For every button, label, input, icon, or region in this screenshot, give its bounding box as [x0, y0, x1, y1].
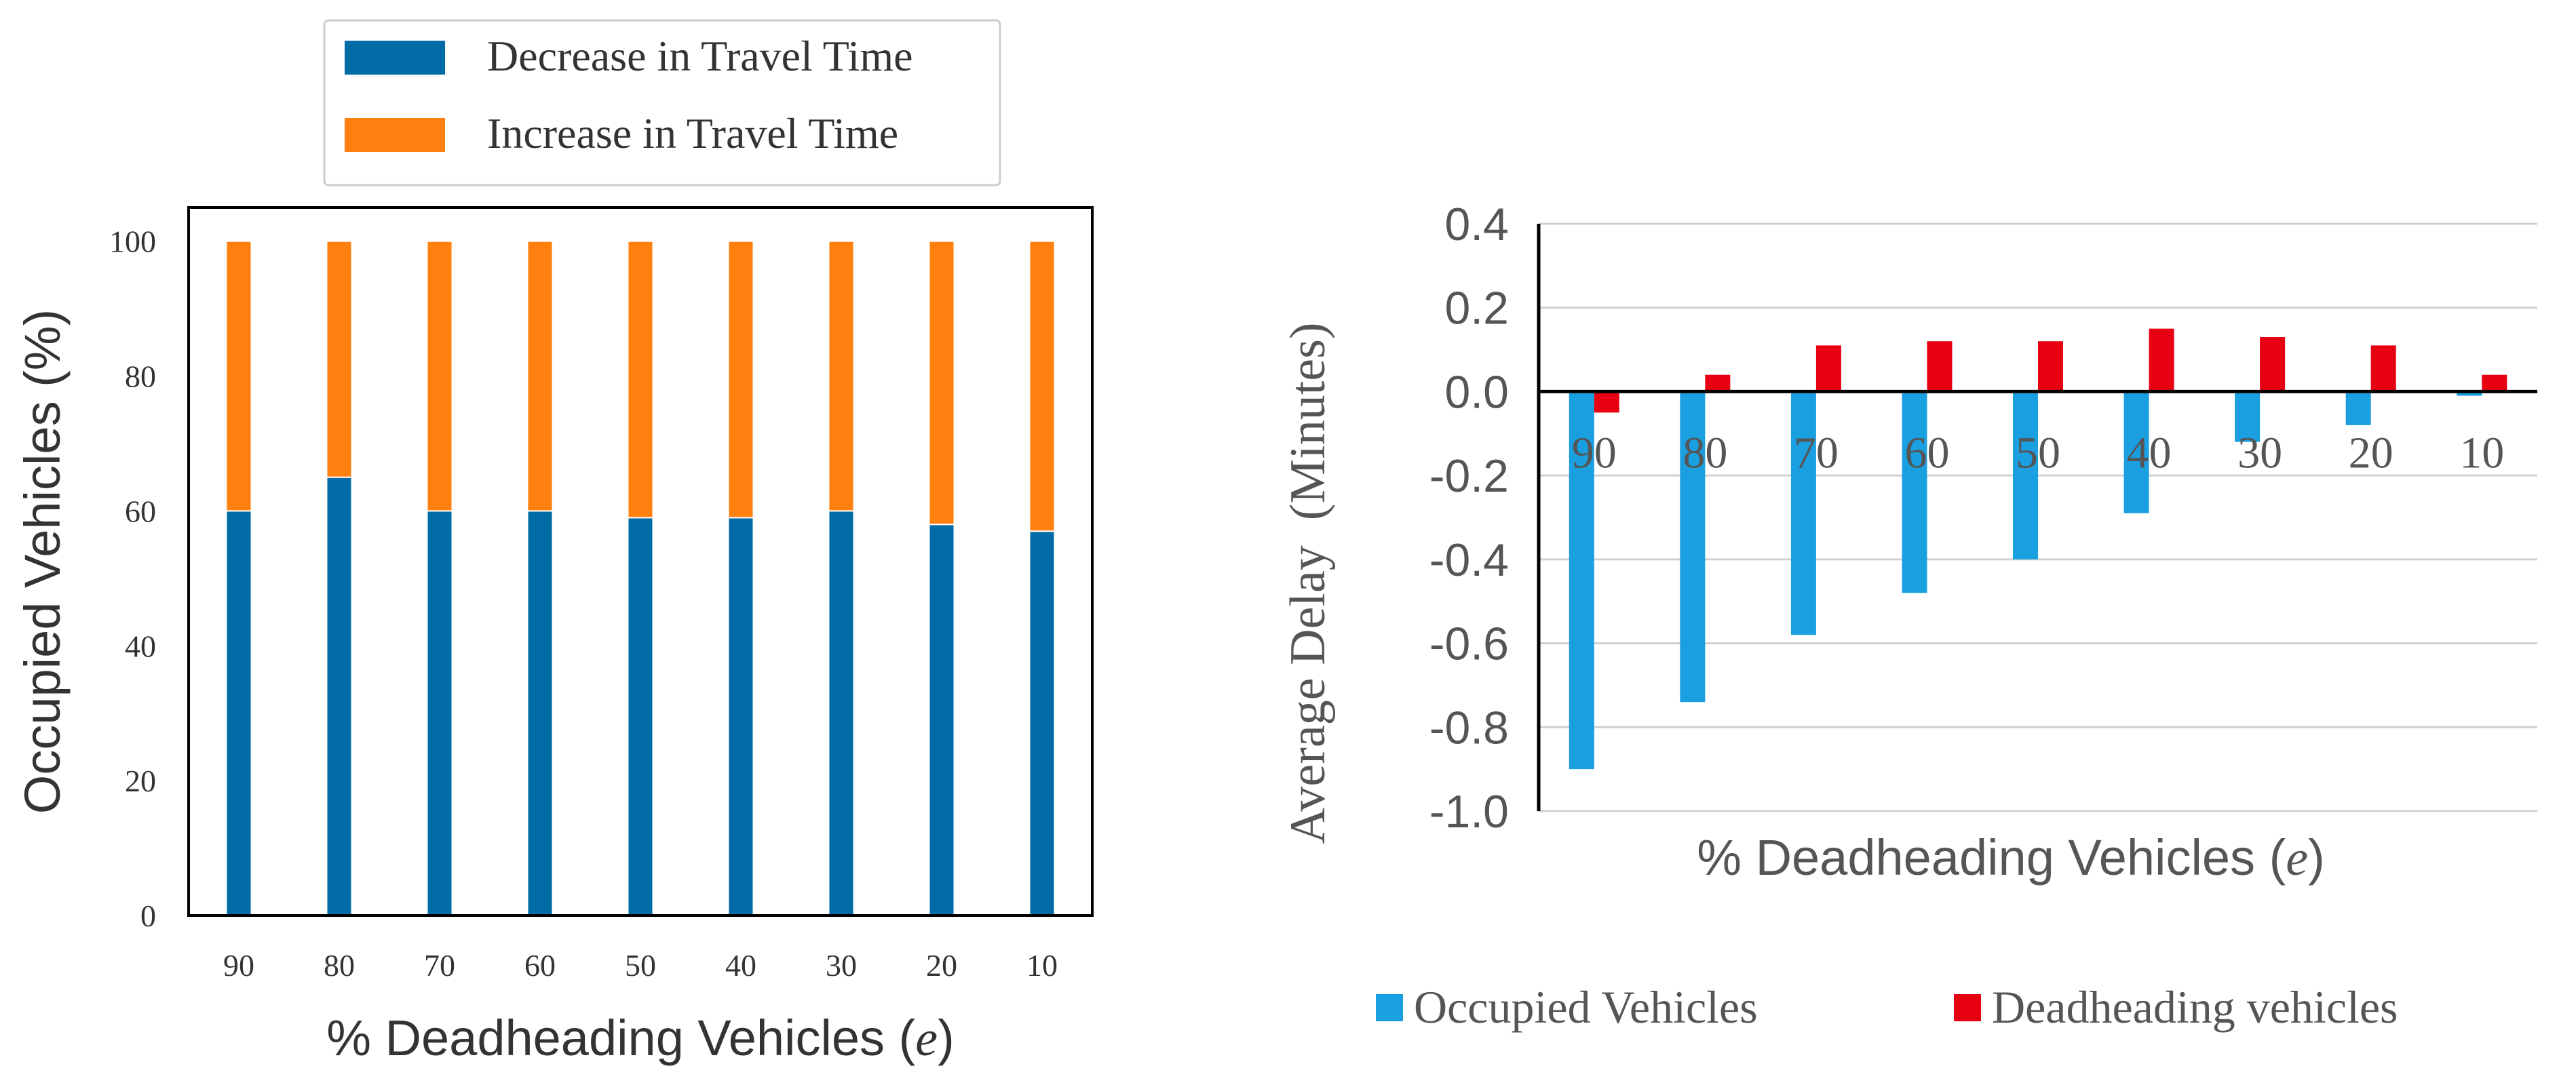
bar-60-decrease — [526, 510, 554, 916]
bar-20-occupied — [2345, 391, 2371, 425]
bar-10-occupied — [2457, 391, 2482, 396]
bar-70-occupied — [1790, 391, 1816, 635]
x-axis-label-prefix: % Deadheading Vehicles ( — [1697, 829, 2286, 886]
y-tick-label--0.4: -0.4 — [1429, 534, 1509, 586]
bar-90-deadheading — [1594, 391, 1619, 413]
y-tick-label--0.2: -0.2 — [1429, 450, 1509, 502]
legend: Occupied Vehicles Deadheading vehicles — [1376, 981, 2398, 1033]
y-tick-label-0: 0 — [140, 899, 156, 933]
x-tick-label-90: 90 — [1572, 428, 1617, 477]
bar-40-decrease — [727, 517, 754, 916]
legend-swatch-2 — [1954, 994, 1981, 1021]
bar-70-increase — [426, 240, 453, 512]
x-tick-label-80: 80 — [324, 948, 355, 983]
bar-30-occupied — [2235, 391, 2261, 442]
y-tick-label-60: 60 — [125, 494, 156, 528]
legend-swatch-1 — [1376, 994, 1403, 1021]
y-tick-label-40: 40 — [125, 629, 156, 663]
bars — [1569, 328, 2507, 770]
x-tick-label-70: 70 — [424, 948, 455, 983]
bar-90-occupied — [1569, 391, 1594, 770]
x-tick-label-10: 10 — [1026, 948, 1058, 983]
bar-70-decrease — [426, 510, 453, 916]
bar-60-increase — [526, 240, 554, 512]
bar-80-deadheading — [1705, 374, 1731, 392]
x-tick-label-50: 50 — [625, 948, 656, 983]
x-tick-label-60: 60 — [1904, 428, 1949, 477]
y-tick-label-100: 100 — [109, 224, 156, 259]
y-axis-label: Average Delay (Minutes) — [1280, 322, 1336, 844]
x-tick-label-10: 10 — [2459, 428, 2504, 477]
x-tick-label-70: 70 — [1794, 428, 1839, 477]
x-axis-label: % Deadheading Vehicles (e) — [326, 1010, 955, 1067]
y-tick-label-80: 80 — [125, 359, 156, 394]
bar-80-decrease — [326, 476, 353, 916]
x-tick-label-40: 40 — [2127, 428, 2172, 477]
bar-40-deadheading — [2149, 328, 2174, 392]
y-tick-label-0.4: 0.4 — [1444, 199, 1509, 250]
bar-90-decrease — [225, 510, 252, 916]
bar-70-deadheading — [1815, 345, 1841, 392]
y-tick-label-0.0: 0.0 — [1444, 366, 1509, 418]
y-tick-label--1.0: -1.0 — [1429, 786, 1509, 838]
bar-20-decrease — [928, 524, 955, 916]
right-chart: 90 80 70 60 50 40 30 20 10 -1.0 -0.8 -0.6 -0.4 -0.2 0.… — [1280, 199, 2537, 1033]
bar-10-decrease — [1029, 530, 1056, 916]
bar-40-increase — [727, 240, 754, 519]
bar-40-occupied — [2123, 391, 2149, 513]
plot-frame — [187, 206, 1094, 917]
x-axis-label-variable: e — [915, 1011, 938, 1067]
legend-label-2: Increase in Travel Time — [487, 109, 898, 157]
bar-10-deadheading — [2482, 374, 2507, 392]
legend-swatch-1 — [345, 41, 445, 75]
y-axis-label: Occupied Vehicles (%) — [14, 309, 71, 814]
bar-60-occupied — [1902, 391, 1927, 593]
legend-label-1: Decrease in Travel Time — [487, 32, 913, 80]
bar-20-increase — [928, 240, 955, 526]
y-tick-label-0.2: 0.2 — [1444, 283, 1509, 334]
y-tick-label--0.8: -0.8 — [1429, 702, 1509, 753]
x-axis-label-variable: e — [2286, 831, 2308, 886]
bar-50-decrease — [627, 517, 654, 916]
bar-90-increase — [225, 240, 252, 512]
bar-50-occupied — [2013, 391, 2038, 559]
bar-30-deadheading — [2260, 337, 2286, 392]
legend-label-1: Occupied Vehicles — [1414, 981, 1758, 1033]
left-chart: Decrease in Travel Time Increase in Trave… — [14, 19, 1094, 1067]
bar-30-decrease — [828, 510, 855, 916]
bar-80-occupied — [1680, 391, 1706, 703]
legend-swatch-2 — [345, 118, 445, 152]
bar-50-deadheading — [2038, 341, 2063, 392]
x-axis-label-suffix: ) — [2308, 829, 2325, 886]
x-axis-label: % Deadheading Vehicles (e) — [1697, 829, 2325, 886]
x-axis-label-suffix: ) — [938, 1010, 955, 1066]
legend: Decrease in Travel Time Increase in Trave… — [323, 19, 1001, 186]
bar-50-increase — [627, 240, 654, 519]
x-tick-label-30: 30 — [2237, 428, 2282, 477]
x-tick-label-60: 60 — [524, 948, 556, 983]
x-tick-label-30: 30 — [826, 948, 857, 983]
bar-30-increase — [828, 240, 855, 512]
x-tick-label-20: 20 — [926, 948, 957, 983]
bar-60-deadheading — [1927, 341, 1953, 392]
x-tick-label-20: 20 — [2349, 428, 2394, 477]
legend-frame — [323, 19, 1001, 186]
bar-20-deadheading — [2370, 345, 2396, 392]
x-tick-label-40: 40 — [725, 948, 756, 983]
x-tick-label-50: 50 — [2016, 428, 2060, 477]
y-tick-label--0.6: -0.6 — [1429, 618, 1509, 670]
x-tick-label-90: 90 — [223, 948, 254, 983]
y-tick-label-20: 20 — [125, 764, 156, 798]
bar-10-increase — [1029, 240, 1056, 532]
x-tick-label-80: 80 — [1683, 428, 1727, 477]
legend-label-2: Deadheading vehicles — [1992, 981, 2398, 1033]
bar-80-increase — [326, 240, 353, 478]
x-axis-label-prefix: % Deadheading Vehicles ( — [326, 1010, 915, 1066]
bars — [225, 240, 1056, 916]
